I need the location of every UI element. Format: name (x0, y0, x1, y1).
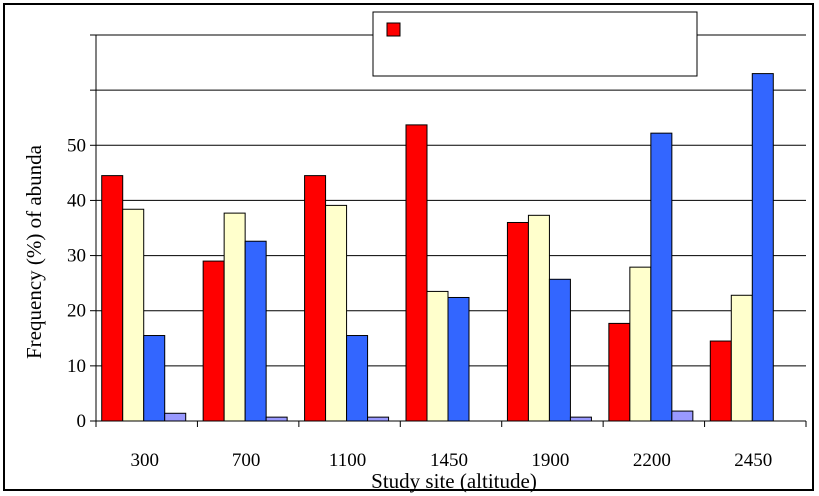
bar (346, 335, 369, 422)
bar (426, 290, 449, 422)
bar (405, 124, 428, 422)
bar (202, 260, 225, 422)
bar (447, 296, 470, 422)
y-axis-title: Frequency (%) of abunda (22, 144, 46, 359)
bar (751, 73, 774, 422)
bar (730, 294, 753, 422)
bar (527, 214, 550, 422)
y-tick-label: 40 (67, 190, 86, 211)
legend (372, 11, 698, 77)
bar (223, 212, 246, 422)
bar (244, 240, 267, 422)
bar (548, 278, 571, 422)
bar (367, 416, 390, 422)
x-tick-label: 1100 (329, 450, 366, 471)
x-tick-label: 1450 (430, 450, 468, 471)
axes (90, 34, 807, 427)
x-tick-label: 700 (232, 450, 261, 471)
legend-swatch (386, 22, 401, 37)
y-tick-label: 10 (67, 356, 86, 377)
bar (650, 132, 673, 422)
x-tick-label: 2200 (633, 450, 671, 471)
y-tick-label: 50 (67, 135, 86, 156)
x-tick-label: 1900 (531, 450, 569, 471)
bar (304, 175, 327, 422)
legend-box (372, 11, 698, 77)
bar (569, 416, 592, 422)
bar (608, 322, 631, 422)
bar (629, 266, 652, 422)
bar (325, 204, 348, 422)
y-tick-label: 20 (67, 301, 86, 322)
bar (164, 412, 187, 422)
y-tick-label: 0 (77, 411, 87, 432)
bar (671, 410, 694, 422)
bar (709, 340, 732, 422)
bar (143, 335, 166, 422)
y-tick-labels: 0 10 20 30 40 50 (67, 135, 86, 432)
bar (122, 208, 145, 422)
bar (101, 175, 124, 422)
y-tick-label: 30 (67, 246, 86, 267)
bars (101, 73, 774, 422)
x-tick-label: 2450 (734, 450, 772, 471)
x-tick-label: 300 (130, 450, 159, 471)
bar (506, 221, 529, 422)
x-tick-labels: 300 700 1100 1450 1900 2200 2450 (130, 450, 772, 471)
bar (265, 416, 288, 422)
x-axis-title: Study site (altitude) (371, 469, 537, 493)
